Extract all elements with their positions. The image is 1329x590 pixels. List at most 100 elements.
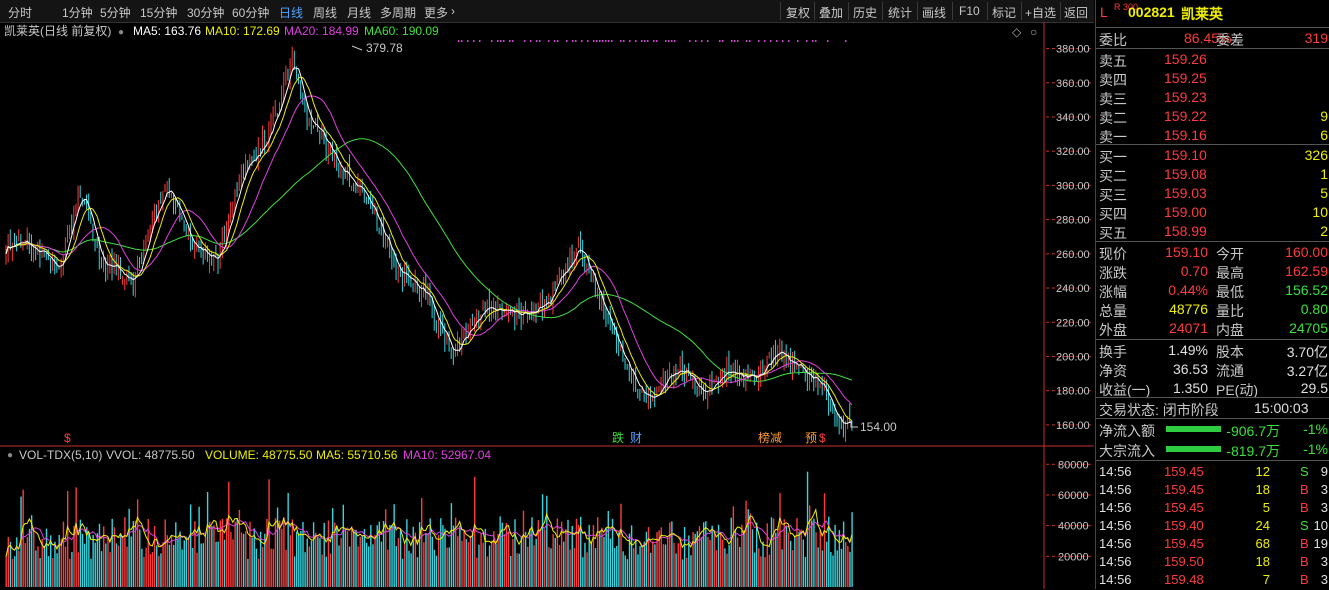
flow-row: 净流入额 -906.7万 -1%	[1096, 420, 1329, 439]
signal-dot	[776, 40, 778, 42]
volume-bar-136	[293, 556, 296, 587]
stats-button[interactable]: 统计	[888, 6, 913, 20]
volume-bar-214	[459, 525, 461, 587]
marker-dollar-1[interactable]: $	[64, 431, 71, 445]
high-label: 379.78	[366, 41, 403, 55]
signal-dot	[689, 40, 691, 42]
marker-finance[interactable]: 财	[630, 431, 642, 445]
volume-bar-157	[338, 545, 340, 587]
volume-bar-79	[172, 544, 175, 587]
volume-bar-294	[628, 533, 631, 587]
draw-button[interactable]: 画线	[922, 6, 947, 20]
signal-dot	[635, 40, 637, 42]
chevron-right-icon[interactable]: ›	[451, 4, 455, 18]
volume-bar-114	[247, 558, 249, 587]
tick-price: 159.48	[1164, 572, 1204, 587]
volume-bar-198	[425, 533, 427, 587]
volume-bar-154	[331, 508, 334, 587]
volume-bar-67	[147, 519, 149, 587]
volume-bar-365	[779, 493, 781, 587]
marker-dollar-2[interactable]: $	[819, 431, 826, 445]
marker-drop[interactable]: 跌	[612, 430, 624, 445]
volume-bar-315	[673, 542, 675, 587]
volume-bar-182	[391, 524, 393, 587]
tab-period-0[interactable]: 分时	[8, 6, 33, 20]
diamond-icon[interactable]: ◇	[1012, 25, 1022, 39]
tick-count: 3	[1320, 554, 1328, 569]
stock-name[interactable]: 凯莱英	[1181, 6, 1223, 22]
stock-code[interactable]: 002821	[1128, 4, 1175, 20]
kline-chart[interactable]: 160.00 180.00 200.00 220.00 240.00 260.00 280.…	[0, 22, 1094, 589]
volume-bar-302	[645, 531, 648, 587]
volume-bar-273	[584, 542, 586, 587]
level-price: 159.08	[1164, 166, 1207, 182]
volume-bar-93	[202, 543, 205, 587]
tab-period-6[interactable]: 日线	[279, 6, 304, 20]
signal-dot	[788, 40, 790, 42]
stat-value: 0.44%	[1168, 282, 1208, 298]
volume-bar-60	[132, 521, 135, 587]
volume-bar-151	[325, 556, 328, 587]
stat-value: 160.00	[1285, 244, 1328, 260]
volume-bar-83	[181, 549, 183, 587]
add-watchlist-button[interactable]: +自选	[1025, 6, 1057, 20]
stat-row: 涨幅 0.44% 最低 156.52	[1096, 281, 1329, 300]
level-price: 159.03	[1164, 185, 1207, 201]
volume-bar-134	[289, 535, 291, 587]
volume-bar-371	[792, 550, 794, 587]
signal-dot	[587, 40, 589, 42]
tab-period-2[interactable]: 5分钟	[100, 6, 131, 20]
tab-period-5[interactable]: 60分钟	[232, 6, 270, 20]
volume-bar-324	[692, 532, 694, 587]
volume-ma-lines	[5, 507, 853, 558]
volume-bar-220	[471, 530, 474, 587]
volume-bar-268	[573, 547, 576, 587]
volume-bar-6	[18, 550, 20, 587]
volume-bar-266	[569, 549, 571, 587]
overlay-button[interactable]: 叠加	[819, 6, 844, 20]
stat-label: PE(动)	[1216, 382, 1258, 398]
volume-bar-296	[633, 548, 635, 587]
level-label: 卖二	[1099, 110, 1127, 126]
signal-dot	[530, 40, 532, 42]
history-button[interactable]: 历史	[853, 6, 878, 20]
volume-bar-331	[707, 536, 709, 587]
volume-bar-230	[493, 531, 495, 587]
axis-labels: 160.00 180.00 200.00 220.00 240.00 260.00 280.…	[1056, 44, 1090, 564]
f10-button[interactable]: F10	[959, 4, 980, 18]
tab-period-4[interactable]: 30分钟	[187, 6, 225, 20]
circle-icon: ●	[7, 450, 13, 461]
volume-bar-393	[838, 530, 841, 587]
volume-bar-366	[781, 549, 783, 587]
volume-bar-44	[98, 523, 101, 587]
tab-period-7[interactable]: 周线	[313, 6, 338, 20]
circle-outline-icon[interactable]: ○	[1030, 25, 1037, 39]
tab-period-8[interactable]: 月线	[347, 6, 372, 20]
volume-bar-352	[751, 529, 754, 587]
code-tag: R 300	[1114, 2, 1139, 12]
tab-period-3[interactable]: 15分钟	[140, 6, 178, 20]
tick-row: 14:56 159.48 7 B 3	[1096, 571, 1329, 590]
volume-bar-322	[688, 535, 690, 587]
volume-bar-63	[139, 529, 141, 587]
volume-bar-20	[47, 556, 50, 587]
volume-bar-178	[382, 520, 385, 587]
volume-bar-248	[531, 517, 533, 587]
tab-period-9[interactable]: 多周期	[380, 6, 417, 20]
signal-dot	[653, 40, 655, 42]
volume-bar-13	[33, 529, 35, 587]
tick-time: 14:56	[1099, 572, 1132, 587]
tab-period-1[interactable]: 1分钟	[62, 6, 93, 20]
marker-rank[interactable]: 榜减	[758, 430, 782, 445]
back-button[interactable]: 返回	[1064, 6, 1089, 20]
fuquan-button[interactable]: 复权	[786, 6, 811, 20]
stat-label: 净资	[1099, 363, 1127, 379]
volume-bar-355	[758, 548, 760, 587]
legend-ma5: MA5: 163.76	[133, 24, 201, 38]
mark-button[interactable]: 标记	[992, 6, 1017, 20]
marker-forecast[interactable]: 预	[805, 431, 817, 445]
volume-bar-370	[789, 540, 792, 587]
tab-period-10[interactable]: 更多	[424, 6, 449, 20]
volume-bar-117	[253, 528, 255, 587]
volume-bar-258	[552, 534, 554, 587]
